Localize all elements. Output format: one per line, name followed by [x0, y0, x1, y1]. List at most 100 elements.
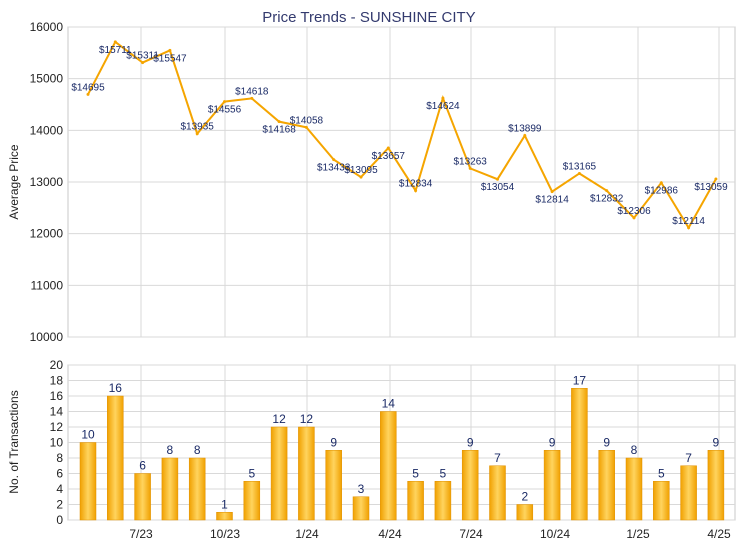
price-y-tick-label: 14000 [30, 123, 64, 137]
transactions-bar [489, 465, 506, 521]
transactions-data-label: 5 [440, 466, 447, 480]
transactions-bar [298, 426, 315, 521]
price-data-label: $13263 [454, 156, 488, 167]
transactions-y-tick-label: 0 [56, 513, 63, 527]
transactions-y-tick-label: 2 [56, 498, 63, 512]
price-data-label: $14618 [235, 86, 269, 97]
transactions-data-label: 9 [330, 435, 337, 449]
price-point [168, 48, 172, 52]
price-point [441, 96, 445, 100]
x-tick-label: 1/25 [626, 527, 650, 541]
chart-title: Price Trends - SUNSHINE CITY [262, 9, 475, 26]
transactions-bar [352, 496, 370, 521]
x-tick-label: 10/24 [540, 527, 570, 541]
price-y-tick-label: 10000 [30, 330, 64, 344]
price-point [386, 146, 390, 150]
price-point [714, 177, 718, 181]
price-data-label: $13165 [563, 161, 597, 172]
transactions-y-tick-label: 20 [50, 358, 64, 372]
price-point [113, 40, 117, 44]
price-point [86, 92, 90, 96]
transactions-y-tick-label: 8 [56, 451, 63, 465]
price-data-label: $15311 [126, 51, 159, 62]
price-data-label: $14058 [290, 115, 324, 126]
transactions-bar [598, 450, 615, 521]
transactions-bar [407, 481, 424, 521]
transactions-data-label: 1 [221, 497, 228, 511]
price-data-label: $12814 [535, 195, 569, 206]
price-data-label: $12306 [617, 206, 651, 217]
transactions-data-label: 9 [603, 435, 610, 449]
x-tick-label: 4/25 [707, 527, 731, 541]
transactions-bar [516, 504, 534, 521]
transactions-data-label: 8 [167, 443, 174, 457]
transactions-data-label: 8 [194, 443, 201, 457]
price-data-label: $12834 [399, 179, 433, 190]
price-data-label: $15711 [99, 45, 132, 56]
price-line [87, 40, 717, 230]
price-point [332, 158, 336, 162]
transactions-bars: 10 16 6 8 8 1 5 12 12 9 3 14 5 5 9 7 2 9 17 9 8 5 7 9 [79, 373, 725, 521]
transactions-data-label: 10 [81, 428, 95, 442]
transactions-data-label: 9 [549, 435, 556, 449]
transactions-bar [270, 426, 288, 521]
price-data-label: $13657 [372, 151, 406, 162]
price-y-tick-label: 11000 [31, 278, 64, 292]
price-data-label: $13433 [317, 163, 351, 174]
price-y-tick-label: 12000 [30, 227, 64, 241]
transactions-y-tick-label: 18 [50, 374, 64, 388]
transactions-data-label: 12 [272, 412, 286, 426]
transactions-bar [188, 457, 206, 521]
transactions-bar [434, 481, 452, 521]
transactions-bar [543, 450, 561, 521]
transactions-data-label: 3 [358, 482, 365, 496]
x-tick-label: 1/24 [295, 527, 319, 541]
transactions-data-label: 5 [248, 466, 255, 480]
price-data-label: $15547 [153, 53, 187, 64]
price-point [550, 190, 554, 194]
transactions-bar [625, 457, 643, 521]
price-y-tick-label: 16000 [30, 20, 64, 34]
transactions-data-label: 6 [139, 459, 146, 473]
price-y-tick-label: 13000 [30, 175, 64, 189]
price-point [304, 125, 308, 129]
price-point [523, 134, 527, 138]
transactions-bar [79, 442, 97, 521]
transactions-y-tick-label: 10 [50, 436, 64, 450]
price-point [577, 171, 581, 175]
price-point [195, 132, 199, 136]
price-data-label: $13054 [481, 182, 515, 193]
price-data-label: $12114 [672, 216, 705, 227]
price-data-label: $14624 [426, 101, 460, 112]
x-tick-label: 10/23 [210, 527, 240, 541]
x-tick-label: 7/23 [129, 527, 153, 541]
price-data-label: $13935 [181, 122, 215, 133]
transactions-data-label: 2 [521, 490, 528, 504]
price-point [468, 166, 472, 170]
transactions-bar [243, 481, 261, 521]
transactions-data-label: 9 [467, 435, 474, 449]
transactions-data-label: 14 [382, 397, 396, 411]
transactions-bar [461, 450, 479, 521]
transactions-bar [653, 481, 670, 521]
transactions-bar [216, 512, 233, 521]
transactions-bar [161, 457, 179, 521]
transactions-y-tick-label: 6 [56, 467, 63, 481]
transactions-bar [380, 411, 397, 521]
transactions-data-label: 7 [685, 451, 692, 465]
price-point [414, 189, 418, 193]
price-point [496, 177, 499, 181]
transactions-bar [680, 465, 697, 521]
price-point [250, 96, 254, 100]
transactions-data-label: 5 [412, 466, 419, 480]
transactions-data-label: 17 [573, 373, 587, 387]
price-data-label: $13095 [344, 165, 378, 176]
transactions-data-label: 5 [658, 466, 665, 480]
price-data-label: $13059 [694, 182, 728, 193]
y-axis-label-transactions: No. of Transactions [7, 390, 21, 493]
transactions-bar [325, 450, 342, 521]
price-data-label: $12832 [590, 194, 624, 205]
transactions-y-tick-label: 4 [56, 482, 63, 496]
